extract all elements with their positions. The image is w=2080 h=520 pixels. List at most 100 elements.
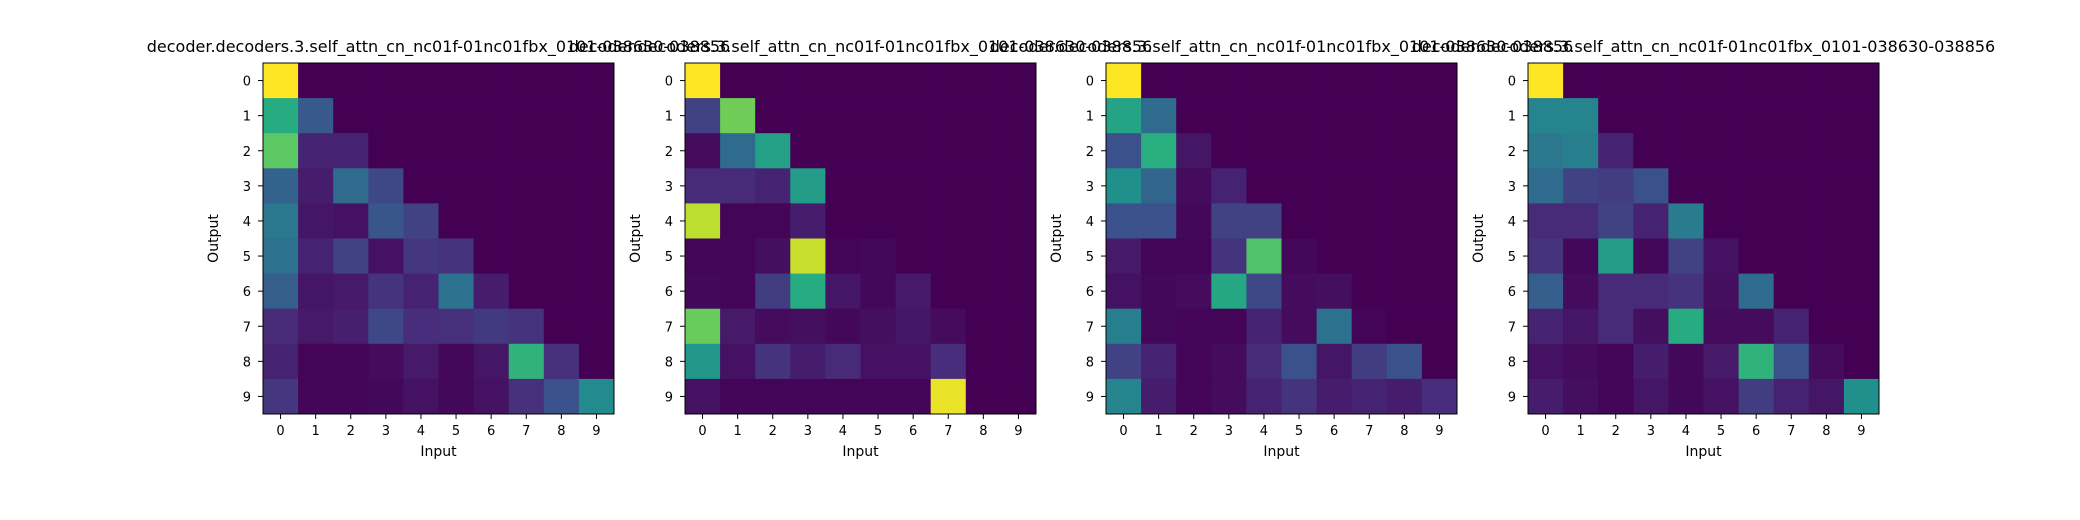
heatmap-cell-r3-c0 xyxy=(263,168,299,204)
y-tick-label: 7 xyxy=(243,320,251,335)
heatmap-cell-r5-c4 xyxy=(403,238,439,275)
heatmap-cell-r4-c5 xyxy=(1281,203,1318,239)
y-tick-label: 4 xyxy=(1086,215,1094,230)
heatmap-cell-r7-c6 xyxy=(1316,308,1353,345)
x-tick-label: 1 xyxy=(734,424,742,439)
heatmap-cell-r6-c0 xyxy=(685,273,721,310)
heatmap-cell-r2-c0 xyxy=(1528,133,1564,169)
heatmap-cell-r2-c6 xyxy=(895,133,932,169)
heatmap-cell-r5-c0 xyxy=(1528,238,1564,275)
heatmap-cell-r2-c2 xyxy=(333,133,369,169)
heatmap-cell-r3-c2 xyxy=(333,168,369,204)
heatmap-cell-r4-c4 xyxy=(825,203,861,239)
y-tick-label: 8 xyxy=(1086,355,1094,370)
heatmap-cell-r8-c8 xyxy=(1808,343,1845,380)
heatmap-cell-r5-c8 xyxy=(1808,238,1845,275)
heatmap-cell-r5-c8 xyxy=(965,238,1002,275)
y-tick-label: 3 xyxy=(1086,180,1094,195)
heatmap-cell-r2-c4 xyxy=(1246,133,1282,169)
heatmap-cell-r6-c4 xyxy=(403,273,439,310)
heatmap-cell-r7-c7 xyxy=(930,308,967,345)
heatmap-cell-r9-c4 xyxy=(1668,378,1704,415)
y-tick-label: 5 xyxy=(665,250,673,265)
heatmap-cell-r9-c6 xyxy=(473,378,510,415)
heatmap-cell-r3-c2 xyxy=(1176,168,1212,204)
heatmap-cell-r5-c1 xyxy=(1141,238,1177,275)
heatmap-cell-r5-c8 xyxy=(543,238,580,275)
heatmap-cell-r8-c9 xyxy=(1843,343,1880,380)
heatmap-cell-r2-c0 xyxy=(1106,133,1142,169)
heatmap-cell-r9-c0 xyxy=(1106,378,1142,415)
x-tick-label: 4 xyxy=(1682,424,1690,439)
heatmap-cell-r1-c8 xyxy=(965,98,1002,134)
heatmap-cell-r5-c2 xyxy=(755,238,791,275)
heatmap-cell-r5-c0 xyxy=(263,238,299,275)
heatmap-cell-r5-c6 xyxy=(1738,238,1775,275)
heatmap-cell-r1-c5 xyxy=(438,98,475,134)
heatmap-cell-r6-c3 xyxy=(1633,273,1669,310)
heatmap-cell-r7-c8 xyxy=(1386,308,1423,345)
y-tick-label: 1 xyxy=(665,110,673,125)
heatmap-cell-r4-c4 xyxy=(403,203,439,239)
heatmap-cell-r1-c1 xyxy=(1563,98,1599,134)
heatmap-cell-r2-c5 xyxy=(438,133,475,169)
heatmap-cell-r8-c3 xyxy=(790,343,826,380)
x-tick-label: 4 xyxy=(1260,424,1268,439)
heatmap-cell-r3-c4 xyxy=(1246,168,1282,204)
heatmap-cell-r1-c2 xyxy=(755,98,791,134)
y-tick-label: 9 xyxy=(665,390,673,405)
heatmap-cell-r8-c2 xyxy=(1598,343,1634,380)
heatmap-cell-r8-c6 xyxy=(895,343,932,380)
heatmap-cell-r4-c9 xyxy=(578,203,615,239)
heatmap-cell-r4-c5 xyxy=(438,203,475,239)
heatmap-cell-r6-c9 xyxy=(1843,273,1880,310)
heatmap-cell-r3-c3 xyxy=(1211,168,1247,204)
heatmap-cell-r6-c0 xyxy=(263,273,299,310)
y-tick-label: 4 xyxy=(1508,215,1516,230)
heatmap-cell-r8-c8 xyxy=(543,343,580,380)
heatmap-cell-r2-c5 xyxy=(860,133,897,169)
heatmap-cell-r2-c9 xyxy=(1421,133,1458,169)
heatmap-cell-r5-c9 xyxy=(1000,238,1037,275)
x-tick-label: 2 xyxy=(347,424,355,439)
x-tick-label: 1 xyxy=(1577,424,1585,439)
heatmap-cell-r6-c4 xyxy=(825,273,861,310)
heatmap-cell-r8-c5 xyxy=(860,343,897,380)
x-tick-label: 0 xyxy=(276,424,284,439)
heatmap-cell-r7-c0 xyxy=(1528,308,1564,345)
heatmap-cell-r0-c7 xyxy=(508,63,545,99)
heatmap-cell-r8-c4 xyxy=(1246,343,1282,380)
heatmap-cell-r2-c1 xyxy=(1141,133,1177,169)
heatmap-cell-r1-c3 xyxy=(368,98,404,134)
heatmap-cell-r9-c0 xyxy=(263,378,299,415)
heatmap-cell-r3-c7 xyxy=(930,168,967,204)
heatmap-cell-r7-c3 xyxy=(1633,308,1669,345)
heatmap-cell-r9-c8 xyxy=(543,378,580,415)
heatmap-cell-r1-c3 xyxy=(1211,98,1247,134)
x-axis-label: Input xyxy=(842,444,879,460)
y-tick-label: 1 xyxy=(243,110,251,125)
heatmap-cell-r5-c4 xyxy=(1246,238,1282,275)
heatmap-cell-r4-c8 xyxy=(1386,203,1423,239)
heatmap-cell-r9-c9 xyxy=(1000,378,1037,415)
heatmap-cell-r0-c6 xyxy=(473,63,510,99)
heatmap-cell-r3-c1 xyxy=(720,168,756,204)
heatmap-cell-r8-c3 xyxy=(368,343,404,380)
heatmap-cell-r8-c8 xyxy=(965,343,1002,380)
y-tick-label: 0 xyxy=(1086,75,1094,90)
x-tick-label: 0 xyxy=(1119,424,1127,439)
heatmap-cell-r2-c7 xyxy=(1773,133,1810,169)
heatmap-panel-2: 0 1 2 3 4 5 6 7 8 9 0 1 2 3 4 5 6 7 8 9 Input Output decoder.d… xyxy=(569,37,1152,460)
heatmap-cell-r1-c7 xyxy=(508,98,545,134)
heatmap-cell-r1-c1 xyxy=(298,98,334,134)
heatmap-cell-r0-c2 xyxy=(755,63,791,99)
heatmap-cell-r1-c2 xyxy=(333,98,369,134)
x-tick-label: 5 xyxy=(452,424,460,439)
y-tick-label: 6 xyxy=(1086,285,1094,300)
heatmap-cell-r1-c7 xyxy=(930,98,967,134)
heatmap-cell-r2-c8 xyxy=(1808,133,1845,169)
heatmap-cell-r5-c6 xyxy=(895,238,932,275)
heatmap-cell-r9-c1 xyxy=(298,378,334,415)
heatmap-cell-r3-c6 xyxy=(473,168,510,204)
